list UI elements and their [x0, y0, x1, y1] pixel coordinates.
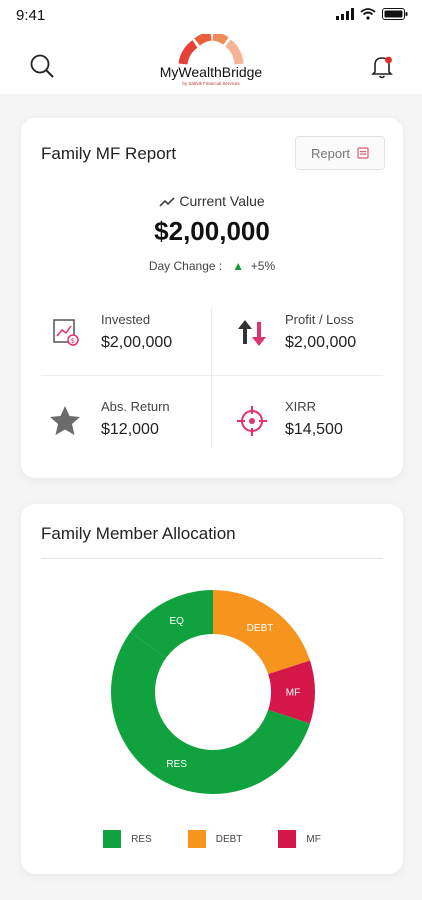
slice-mf[interactable]: [268, 660, 315, 724]
legend-label: MF: [306, 833, 321, 845]
legend-item-debt: DEBT: [187, 830, 243, 848]
stats-horizontal-divider: [41, 375, 383, 376]
slice-res[interactable]: [111, 632, 311, 794]
trend-icon: [159, 197, 175, 207]
stat-label: Invested: [101, 312, 151, 327]
top-bar: 9:41: [0, 0, 422, 94]
signal-icon: [336, 8, 354, 20]
day-change-label: Day Change :: [148, 259, 223, 273]
slice-label-debt: DEBT: [247, 623, 274, 634]
star-icon: [50, 406, 80, 435]
wifi-icon: [360, 8, 376, 20]
target-icon: [237, 406, 267, 436]
search-icon: [30, 54, 54, 78]
legend-swatch: [187, 830, 206, 848]
bell-icon: [371, 56, 393, 79]
report-card-title: Family MF Report: [41, 144, 177, 163]
svg-text:$: $: [71, 337, 75, 345]
stat-value: $12,000: [101, 421, 159, 438]
slice-eq[interactable]: [130, 590, 213, 658]
family-allocation-card: Family Member Allocation DEBT MF RES EQ RES…: [21, 504, 403, 874]
slice-label-eq: EQ: [169, 616, 184, 627]
search-button[interactable]: [28, 52, 56, 80]
legend-swatch: [103, 830, 122, 848]
stat-label: Abs. Return: [101, 399, 170, 414]
legend-swatch: [278, 830, 297, 848]
notification-button[interactable]: [368, 52, 396, 80]
current-value-label: Current Value: [21, 193, 403, 209]
profit-loss-icon: [238, 320, 266, 346]
brand-logo: MyWealthBridge by Sattvik Financial Serv…: [150, 34, 272, 92]
up-arrow-icon: ▲: [225, 259, 248, 273]
stat-value: $2,00,000: [101, 334, 173, 351]
stat-invested: $ Invested $2,00,000: [51, 308, 221, 368]
report-button[interactable]: Report: [295, 136, 385, 170]
stat-label: XIRR: [285, 399, 317, 414]
status-bar: 9:41: [0, 0, 422, 30]
day-change: Day Change : ▲ +5%: [21, 259, 403, 273]
pdf-icon: [357, 147, 369, 159]
status-icons: [336, 8, 408, 20]
day-change-value: +5%: [250, 259, 276, 273]
chart-legend: RES DEBT MF: [21, 830, 403, 848]
report-button-label: Report: [310, 145, 351, 161]
allocation-divider: [41, 558, 383, 559]
legend-item-res: RES: [103, 830, 152, 848]
stat-value: $2,00,000: [285, 334, 357, 351]
status-time: 9:41: [16, 7, 46, 24]
brand-subtitle: by Sattvik Financial Services: [182, 81, 240, 86]
current-value-label-text: Current Value: [179, 193, 265, 209]
stats-vertical-divider: [211, 308, 212, 448]
legend-item-mf: MF: [278, 830, 321, 848]
allocation-donut-chart: DEBT MF RES EQ: [111, 590, 315, 794]
legend-label: RES: [131, 833, 152, 845]
brand-name: MyWealthBridge: [159, 64, 263, 80]
slice-debt[interactable]: [213, 590, 311, 675]
current-value: $2,00,000: [154, 216, 270, 246]
allocation-card-title: Family Member Allocation: [41, 524, 236, 543]
stat-abs-return: Abs. Return $12,000: [47, 395, 217, 455]
battery-icon: [382, 8, 408, 20]
stat-label: Profit / Loss: [285, 312, 354, 327]
family-mf-report-card: Family MF Report Report Current Value $2…: [21, 118, 403, 478]
stat-value: $14,500: [285, 421, 343, 438]
logo-arc-icon: [178, 34, 244, 65]
stat-profit-loss: Profit / Loss $2,00,000: [235, 308, 405, 368]
legend-label: DEBT: [215, 833, 243, 845]
slice-label-res: RES: [166, 759, 187, 770]
stat-xirr: XIRR $14,500: [235, 395, 405, 455]
slice-label-mf: MF: [286, 688, 300, 699]
invested-icon: $: [53, 319, 79, 346]
